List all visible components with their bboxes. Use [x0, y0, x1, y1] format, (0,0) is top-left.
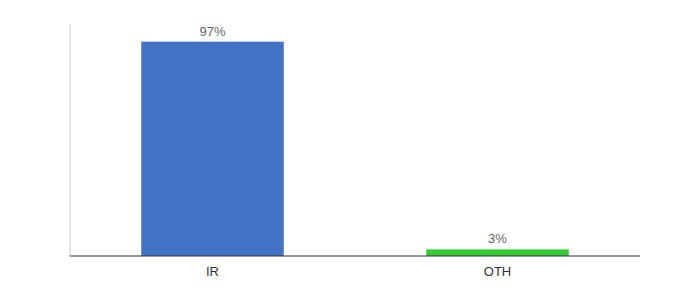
chart-svg: IR OTH 97% 3% [0, 0, 680, 300]
y-axis-line [70, 24, 71, 256]
bar [141, 42, 284, 256]
chart-container: IR OTH 97% 3% [0, 0, 680, 300]
x-tick-label: IR [206, 264, 219, 279]
x-tick-label: OTH [484, 264, 511, 279]
bar [426, 249, 569, 256]
data-label: 3% [488, 231, 507, 246]
x-axis-line [70, 255, 640, 256]
bars [141, 42, 569, 256]
data-label: 97% [199, 24, 225, 39]
